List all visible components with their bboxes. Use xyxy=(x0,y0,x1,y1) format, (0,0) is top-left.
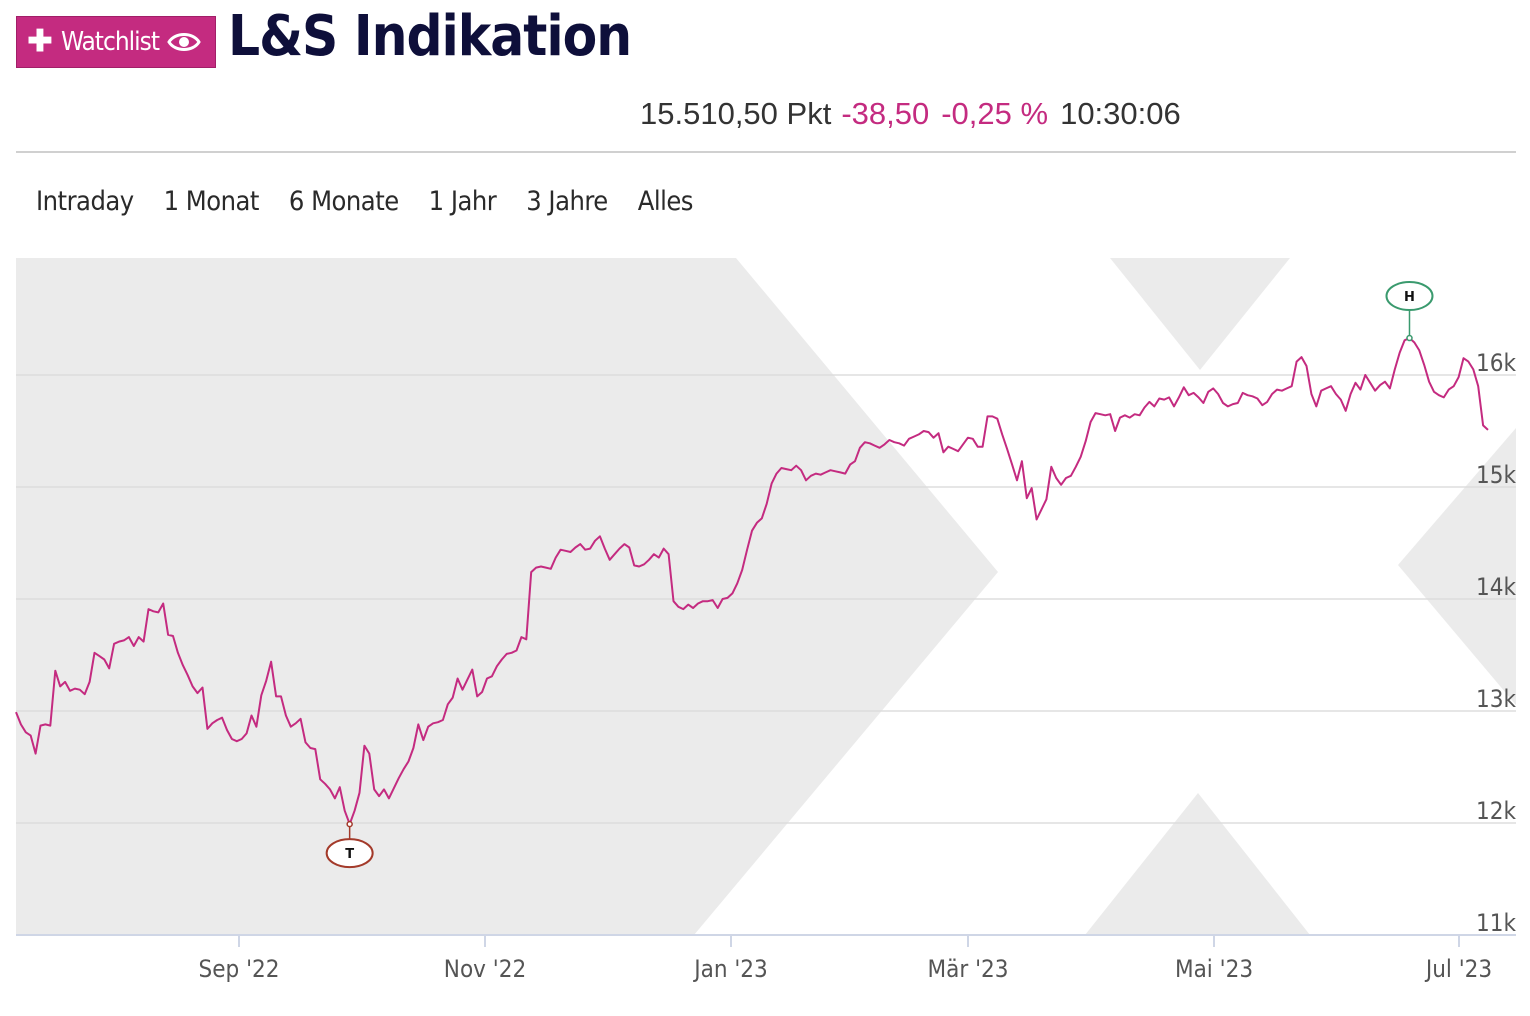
quote-line: 15.510,50 Pkt -38,50 -0,25 % 10:30:06 xyxy=(640,96,1181,132)
y-tick-label: 14k xyxy=(1476,573,1516,601)
extreme-markers: HT xyxy=(325,281,1434,869)
x-axis: Sep '22 Nov '22 Jan '23 Mär '23 Mai '23 Jul '… xyxy=(16,934,1516,983)
tab-1-monat[interactable]: 1 Monat xyxy=(163,186,260,217)
marker-label: H xyxy=(1404,290,1415,305)
quote-value: 15.510,50 Pkt xyxy=(640,96,832,131)
low-marker: T xyxy=(325,820,374,869)
y-axis-labels: 11k 12k 13k 14k 15k 16k xyxy=(1476,349,1516,937)
background-shape-0 xyxy=(16,258,998,935)
y-tick-label: 16k xyxy=(1476,349,1516,377)
quote-change-pct: -0,25 % xyxy=(941,96,1049,131)
tab-3-jahre[interactable]: 3 Jahre xyxy=(526,186,608,217)
timeframe-tabs: Intraday 1 Monat 6 Monate 1 Jahr 3 Jahre… xyxy=(36,186,693,217)
quote-change: -38,50 xyxy=(841,96,930,131)
price-series xyxy=(15,337,1489,826)
x-tick-label: Jan '23 xyxy=(692,955,768,983)
x-tick-label: Sep '22 xyxy=(199,955,280,983)
marker-label: T xyxy=(345,847,354,862)
background-shape-3 xyxy=(1398,428,1516,705)
marker-point xyxy=(1406,334,1413,342)
watchlist-label: Watchlist xyxy=(61,27,160,57)
eye-icon xyxy=(167,30,201,54)
high-marker: H xyxy=(1385,281,1434,342)
x-tick-label: Mär '23 xyxy=(928,955,1009,983)
marker-point xyxy=(346,820,353,828)
y-tick-label: 13k xyxy=(1476,685,1516,713)
background-shape-1 xyxy=(1110,258,1290,370)
price-line xyxy=(15,337,1489,826)
plus-icon: ✚ xyxy=(27,25,53,58)
marker-bubble xyxy=(1385,281,1434,312)
chart-background-watermark xyxy=(16,258,1516,935)
tab-6-monate[interactable]: 6 Monate xyxy=(288,186,399,217)
background-shape-2 xyxy=(1085,793,1310,935)
tab-1-jahr[interactable]: 1 Jahr xyxy=(428,186,497,217)
quote-time: 10:30:06 xyxy=(1060,96,1181,131)
tab-intraday[interactable]: Intraday xyxy=(36,186,134,217)
x-tick-label: Nov '22 xyxy=(444,955,526,983)
chart-grid xyxy=(16,374,1516,824)
y-tick-label: 12k xyxy=(1476,797,1516,825)
tab-alles[interactable]: Alles xyxy=(637,186,694,217)
watchlist-button[interactable]: ✚ Watchlist xyxy=(16,16,216,68)
y-tick-label: 15k xyxy=(1476,461,1516,489)
y-tick-label: 11k xyxy=(1476,909,1516,937)
page-title: L&S Indikation xyxy=(228,4,632,69)
marker-bubble xyxy=(325,838,374,869)
x-tick-label: Mai '23 xyxy=(1175,955,1253,983)
header-divider xyxy=(16,151,1516,153)
x-tick-label: Jul '23 xyxy=(1424,955,1492,983)
